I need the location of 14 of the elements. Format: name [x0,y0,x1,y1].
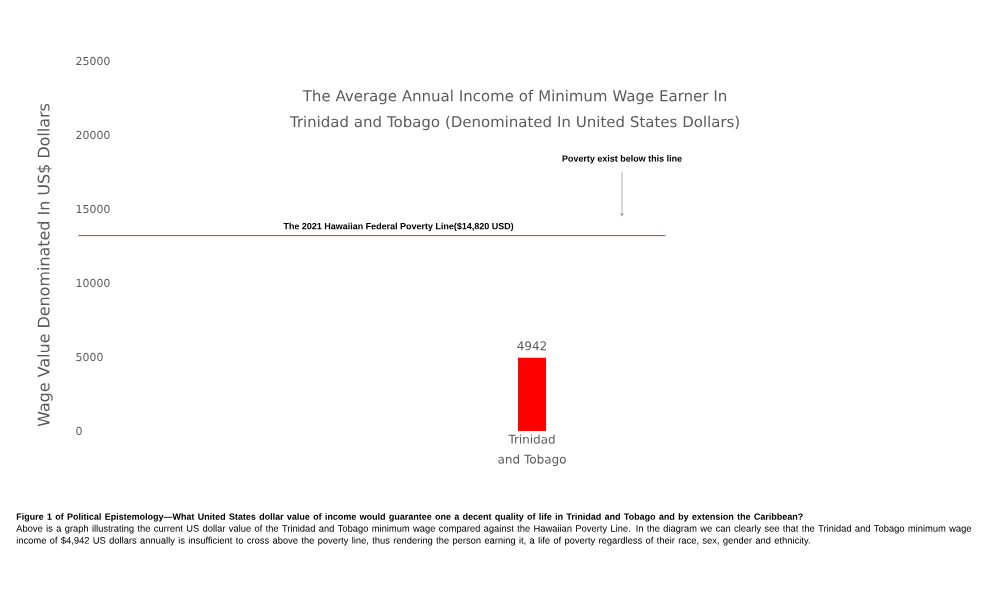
text: Above is a graph illustrating the current US dollar value of the Trinidad and Tobago minimum wage compared against the Hawaiian Poverty Line. In the diagram we can clearly see that the Trinidad and Tobago minimum wage income of $4,942 US dollars annually is insufficient to cross above the poverty line, thus rendering the person earning it, a life of poverty regardless of their race, sex, gender and ethnicity. [16,524,972,546]
y-tick-label: 5000 [76,352,103,362]
y-tick-label: 10000 [76,278,110,288]
y-tick-label: 15000 [76,204,110,214]
ref-line-label: The 2021 Hawaiian Federal Poverty Line($14,820 USD) [283,222,514,232]
caption: Figure 1 of Political Epistemology—What United States dollar value of income would guarantee one a decent quality of life in Trinidad and Tobago and by extension the Caribbean? [16,513,803,522]
y-tick-label: 20000 [76,130,110,140]
annotation: Poverty exist below this line [562,155,682,164]
text: The Average Annual Income of Minimum Wage Earner In Trinidad and Tobago (Denominated In United States Dollars) [289,89,739,131]
x-tick-label: Trinidad and Tobago [498,434,566,466]
y-tick-label: 25000 [76,56,110,66]
data-label: 4942 [517,341,547,351]
y-tick-label: 0 [76,426,82,436]
y-axis-title: Wage Value Denominated In US$ Dollars [37,103,53,427]
